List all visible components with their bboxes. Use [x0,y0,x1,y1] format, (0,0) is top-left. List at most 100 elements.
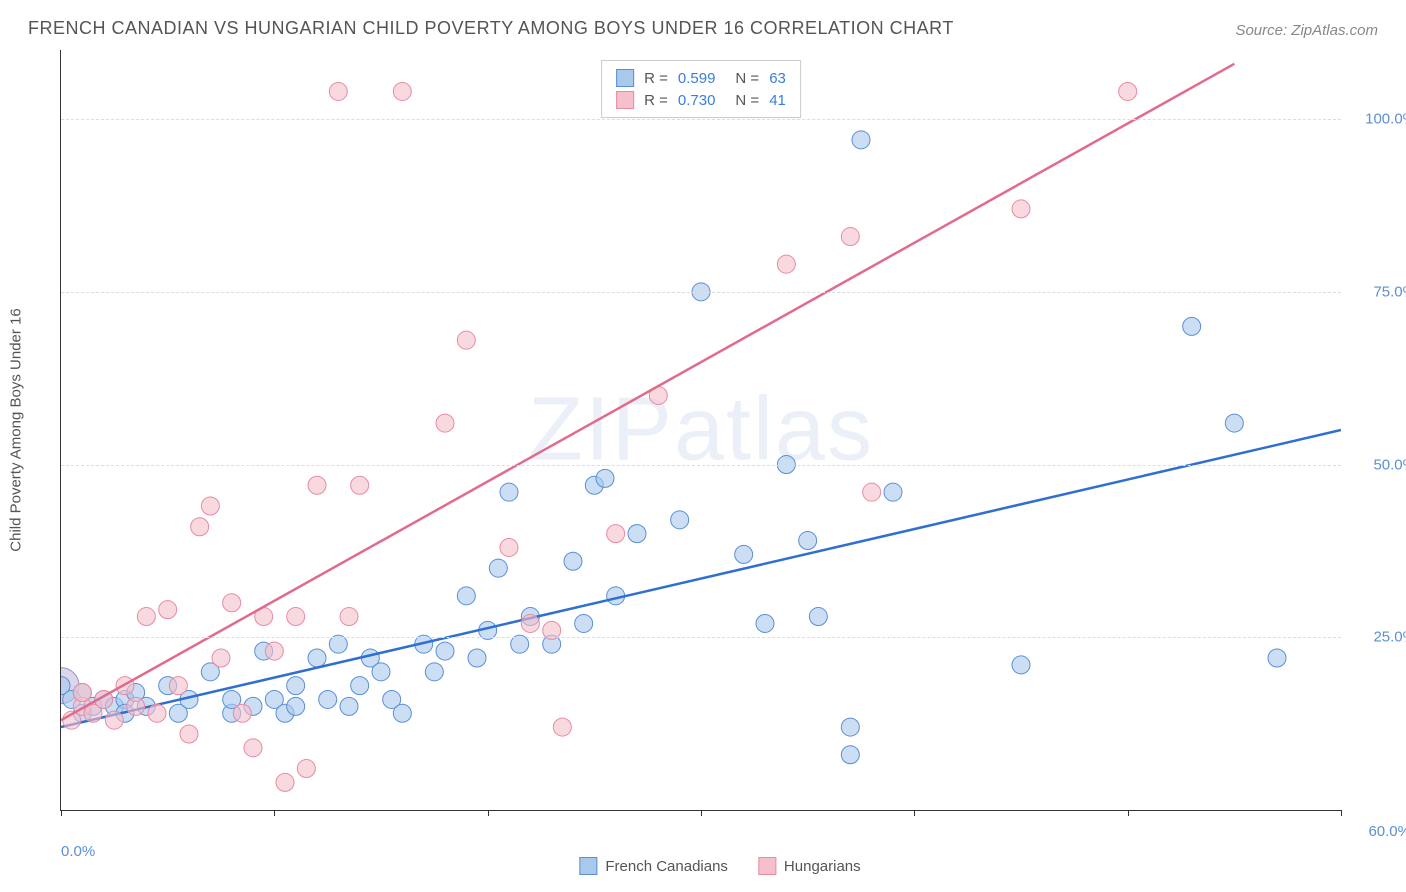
data-point [244,739,262,757]
x-tick-label: 60.0% [1368,823,1406,840]
data-point [340,608,358,626]
data-point [841,228,859,246]
data-point [607,525,625,543]
data-point [500,483,518,501]
trend-line [61,64,1234,720]
data-point [191,518,209,536]
data-point [1012,656,1030,674]
data-point [425,663,443,681]
source-attribution: Source: ZipAtlas.com [1235,22,1378,39]
data-point [799,532,817,550]
data-point [308,649,326,667]
stat-n-value: 41 [769,92,786,109]
x-tick [1128,810,1129,816]
stat-n-value: 63 [769,70,786,87]
data-point [276,773,294,791]
data-point [212,649,230,667]
data-point [457,331,475,349]
x-tick [274,810,275,816]
data-point [287,608,305,626]
data-point [884,483,902,501]
data-point [1012,200,1030,218]
scatter-svg [61,50,1341,810]
y-tick-label: 75.0% [1373,283,1406,300]
data-point [127,697,145,715]
grid-line [61,465,1341,466]
data-point [564,552,582,570]
legend-label: French Canadians [605,858,728,875]
y-axis-label: Child Poverty Among Boys Under 16 [8,308,25,551]
stat-row: R =0.599N =63 [616,67,786,89]
data-point [841,718,859,736]
data-point [308,476,326,494]
grid-line [61,292,1341,293]
x-tick [488,810,489,816]
stat-r-value: 0.730 [678,92,716,109]
data-point [351,476,369,494]
data-point [521,614,539,632]
x-tick [701,810,702,816]
data-point [393,82,411,100]
data-point [1119,82,1137,100]
stat-n-label: N = [735,92,759,109]
legend-swatch [579,857,597,875]
stat-r-label: R = [644,92,668,109]
data-point [287,677,305,695]
data-point [468,649,486,667]
data-point [137,608,155,626]
x-tick [61,810,62,816]
data-point [777,255,795,273]
data-point [756,614,774,632]
y-tick-label: 25.0% [1373,629,1406,646]
data-point [73,684,91,702]
data-point [436,414,454,432]
data-point [233,704,251,722]
legend-swatch [616,69,634,87]
stat-r-value: 0.599 [678,70,716,87]
data-point [159,601,177,619]
data-point [735,545,753,563]
grid-line [61,119,1341,120]
data-point [852,131,870,149]
data-point [575,614,593,632]
legend-item: French Canadians [579,857,728,875]
data-point [372,663,390,681]
stat-n-label: N = [735,70,759,87]
data-point [628,525,646,543]
data-point [809,608,827,626]
data-point [319,690,337,708]
data-point [500,538,518,556]
x-tick-label: 0.0% [61,843,95,860]
trend-line [61,430,1341,727]
data-point [553,718,571,736]
data-point [457,587,475,605]
data-point [351,677,369,695]
data-point [329,82,347,100]
data-point [863,483,881,501]
data-point [340,697,358,715]
data-point [1268,649,1286,667]
data-point [223,594,241,612]
data-point [1183,317,1201,335]
plot-area: Child Poverty Among Boys Under 16 ZIPatl… [60,50,1341,811]
data-point [393,704,411,722]
x-tick [914,810,915,816]
data-point [436,642,454,660]
data-point [287,697,305,715]
data-point [841,746,859,764]
data-point [671,511,689,529]
data-point [1225,414,1243,432]
y-tick-label: 50.0% [1373,456,1406,473]
data-point [265,642,283,660]
legend-swatch [758,857,776,875]
data-point [105,711,123,729]
legend-swatch [616,91,634,109]
bottom-legend: French Canadians Hungarians [579,857,860,875]
legend-label: Hungarians [784,858,861,875]
data-point [489,559,507,577]
data-point [169,677,187,695]
data-point [297,760,315,778]
data-point [180,725,198,743]
data-point [596,469,614,487]
correlation-stat-box: R =0.599N =63R =0.730N =41 [601,60,801,118]
